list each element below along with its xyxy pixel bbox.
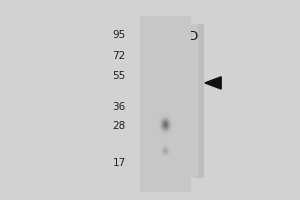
Text: 28: 28 — [112, 121, 126, 131]
Bar — [165, 24, 198, 178]
Text: 17: 17 — [112, 158, 126, 168]
Text: 95: 95 — [112, 30, 126, 40]
Text: T47D: T47D — [165, 30, 198, 43]
Text: 36: 36 — [112, 102, 126, 112]
Text: 55: 55 — [112, 71, 126, 81]
Polygon shape — [205, 77, 221, 89]
Bar — [160, 24, 204, 178]
Text: 72: 72 — [112, 51, 126, 61]
